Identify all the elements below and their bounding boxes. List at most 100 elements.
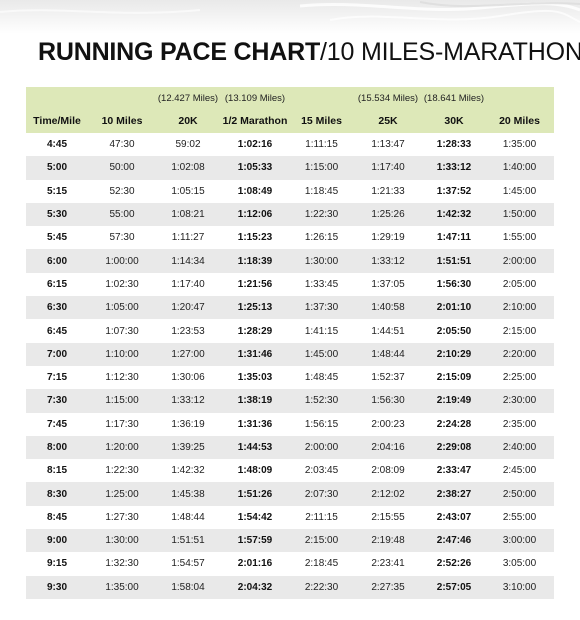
time-cell: 1:20:00: [105, 442, 139, 453]
time-cell: 2:24:28: [436, 418, 472, 430]
time-cell: 50:00: [109, 162, 135, 174]
time-cell: 2:18:45: [304, 558, 339, 570]
table-row: 7:15 1:12:30 1:30:06 1:35:03 1:48:45 1:52:37 2…: [26, 365, 554, 390]
time-cell: 1:37:52: [436, 185, 472, 197]
time-cell: 3:10:00: [502, 581, 537, 593]
subheader-cell: (13.109 Miles): [224, 92, 286, 104]
pace-cell: 5:00: [46, 162, 67, 174]
time-cell: 1:45:00: [502, 185, 537, 197]
time-cell: 2:12:02: [371, 488, 405, 500]
time-cell: 1:54:57: [171, 558, 205, 570]
pace-cell: 8:45: [46, 511, 67, 523]
table-row: 7:00 1:10:00 1:27:00 1:31:46 1:45:00 1:48:44 2…: [26, 342, 554, 366]
time-cell: 2:30:00: [502, 395, 537, 407]
table-row: 4:45 47:30 59:02 1:02:16 1:11:15 1:13:47 1:28:…: [26, 133, 554, 157]
time-cell: 1:10:00: [105, 348, 139, 360]
time-cell: 2:15:00: [502, 325, 537, 337]
time-cell: 1:33:12: [371, 255, 405, 267]
pace-cell: 7:30: [46, 395, 67, 407]
time-cell: 1:57:59: [237, 535, 273, 547]
pace-cell: 8:00: [46, 442, 67, 453]
time-cell: 2:04:32: [237, 581, 273, 593]
pace-cell: 5:45: [46, 232, 67, 244]
decorative-header-band: [0, 0, 580, 34]
time-cell: 2:19:49: [436, 395, 472, 407]
subheader-cell: (15.534 Miles): [357, 92, 419, 104]
time-cell: 1:37:30: [304, 302, 339, 314]
table-row: 5:45 57:30 1:11:27 1:15:23 1:26:15 1:29:19 1:4…: [26, 226, 554, 250]
time-cell: 1:29:19: [371, 232, 405, 244]
column-header: 30K: [444, 115, 464, 127]
time-cell: 1:27:00: [171, 348, 205, 360]
column-header: 15 Miles: [301, 115, 342, 127]
time-cell: 1:00:00: [105, 255, 139, 267]
time-cell: 1:48:44: [371, 348, 405, 360]
time-cell: 2:27:35: [371, 581, 405, 593]
time-cell: 2:00:00: [502, 255, 537, 267]
time-cell: 1:39:25: [171, 442, 205, 453]
pace-cell: 8:15: [46, 465, 67, 477]
table-row: 5:15 52:30 1:05:15 1:08:49 1:18:45 1:21:33 1:3…: [26, 179, 554, 203]
table-row: 7:30 1:15:00 1:33:12 1:38:19 1:52:30 1:56:30 2…: [26, 389, 554, 413]
table-row: 8:45 1:27:30 1:48:44 1:54:42 2:11:15 2:15:55 2…: [26, 505, 554, 530]
subheader-cell: (18.641 Miles): [423, 92, 485, 104]
time-cell: 2:55:00: [502, 511, 537, 523]
time-cell: 1:11:27: [171, 232, 205, 244]
table-row: 9:15 1:32:30 1:54:57 2:01:16 2:18:45 2:23:41 2…: [26, 552, 554, 576]
table-row: 6:15 1:02:30 1:17:40 1:21:56 1:33:45 1:37:05 1…: [26, 272, 554, 297]
table-row: 7:45 1:17:30 1:36:19 1:31:36 1:56:15 2:00:23 2…: [26, 412, 554, 436]
time-cell: 1:33:45: [304, 278, 339, 290]
time-cell: 1:44:53: [237, 442, 273, 453]
time-cell: 2:20:00: [502, 348, 537, 360]
time-cell: 1:02:16: [237, 139, 273, 151]
pace-cell: 7:15: [46, 372, 67, 384]
decorative-swirl-icon: [0, 1, 580, 23]
time-cell: 1:35:00: [502, 139, 537, 151]
pace-cell: 6:30: [46, 302, 67, 314]
table-row: 9:30 1:35:00 1:58:04 2:04:32 2:22:30 2:27:35 2…: [26, 575, 554, 599]
time-cell: 1:30:00: [304, 255, 339, 267]
time-cell: 2:43:07: [436, 511, 472, 523]
pace-cell: 9:00: [46, 535, 67, 547]
time-cell: 1:56:30: [436, 278, 472, 290]
time-cell: 1:51:51: [436, 255, 472, 267]
table-row: 9:00 1:30:00 1:51:51 1:57:59 2:15:00 2:19:48 2…: [26, 529, 554, 553]
time-cell: 2:00:23: [371, 418, 405, 430]
time-cell: 2:05:00: [502, 278, 537, 290]
time-cell: 1:51:51: [171, 535, 205, 547]
time-cell: 47:30: [109, 139, 135, 151]
time-cell: 1:12:06: [237, 209, 273, 221]
time-cell: 1:51:26: [237, 488, 273, 500]
time-cell: 2:47:46: [436, 535, 472, 547]
time-cell: 2:15:55: [371, 511, 405, 523]
time-cell: 2:10:29: [436, 348, 472, 360]
time-cell: 2:35:00: [502, 418, 537, 430]
time-cell: 1:52:37: [371, 372, 405, 384]
time-cell: 1:32:30: [105, 558, 139, 570]
time-cell: 2:33:47: [436, 465, 472, 477]
subheader-cell: (12.427 Miles): [157, 92, 219, 104]
time-cell: 2:03:45: [304, 465, 339, 477]
time-cell: 1:08:49: [237, 185, 273, 197]
subheader-cell: [88, 87, 156, 109]
table-row: 6:00 1:00:00 1:14:34 1:18:39 1:30:00 1:33:12 1…: [26, 249, 554, 273]
time-cell: 1:21:33: [371, 185, 405, 197]
time-cell: 2:22:30: [304, 581, 339, 593]
time-cell: 55:00: [109, 209, 135, 221]
time-cell: 1:05:33: [237, 162, 273, 174]
time-cell: 1:21:56: [237, 278, 273, 290]
time-cell: 2:08:09: [371, 465, 405, 477]
time-cell: 1:52:30: [304, 395, 339, 407]
table-body: 4:45 47:30 59:02 1:02:16 1:11:15 1:13:47 1:28:…: [26, 133, 554, 599]
time-cell: 2:10:00: [502, 302, 537, 314]
time-cell: 1:40:00: [502, 162, 537, 174]
table-row: 5:00 50:00 1:02:08 1:05:33 1:15:00 1:17:40 1:3…: [26, 156, 554, 180]
pace-cell: 6:45: [46, 325, 67, 337]
time-cell: 1:28:29: [237, 325, 273, 337]
time-cell: 2:15:00: [304, 535, 339, 547]
time-cell: 2:11:15: [305, 511, 338, 523]
time-cell: 2:00:00: [304, 442, 339, 453]
time-cell: 1:20:47: [171, 302, 205, 314]
time-cell: 1:27:30: [105, 511, 139, 523]
table-row: 8:00 1:20:00 1:39:25 1:44:53 2:00:00 2:04:16 2…: [26, 435, 554, 460]
